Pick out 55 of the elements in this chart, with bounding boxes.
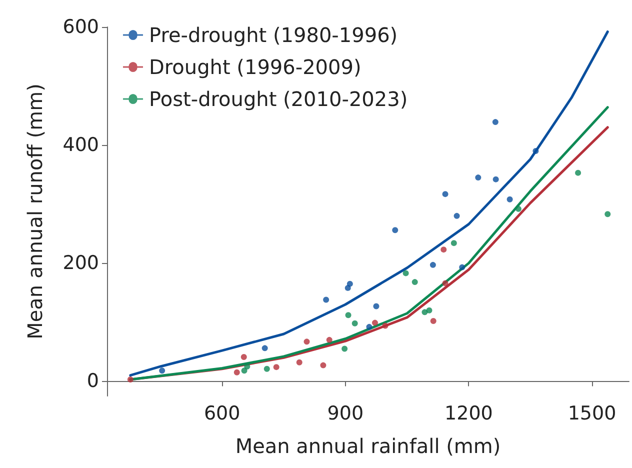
x-tick-label: 1200 — [444, 402, 493, 424]
point — [440, 246, 447, 253]
point — [234, 369, 240, 376]
point — [515, 206, 522, 212]
point — [326, 336, 332, 343]
y-tick-label: 400 — [62, 134, 99, 156]
point — [352, 320, 358, 326]
point — [342, 346, 348, 352]
point — [373, 303, 380, 310]
y-tick-label: 600 — [62, 16, 99, 38]
y-tick-label: 200 — [62, 252, 99, 274]
point — [442, 280, 448, 286]
point — [454, 212, 460, 219]
point — [159, 368, 166, 374]
point — [346, 280, 353, 287]
point — [430, 318, 436, 324]
point — [382, 322, 388, 329]
point — [430, 262, 436, 268]
legend-label: Post-drought (2010-2023) — [149, 87, 408, 111]
point — [492, 119, 498, 126]
legend-label: Drought (1996-2009) — [149, 55, 362, 79]
legend-label: Pre-drought (1980-1996) — [149, 23, 398, 47]
point — [264, 366, 270, 372]
y-tick-label: 0 — [86, 370, 99, 392]
point — [412, 279, 418, 286]
point — [304, 338, 310, 345]
x-tick-label: 1500 — [568, 402, 616, 424]
point — [296, 359, 302, 366]
point — [323, 296, 330, 303]
point — [442, 191, 448, 198]
point — [240, 354, 247, 360]
point — [604, 211, 611, 218]
point — [422, 309, 428, 316]
point — [532, 148, 539, 154]
point — [459, 264, 466, 270]
point — [575, 170, 582, 176]
point — [392, 227, 398, 234]
x-tick-label: 900 — [327, 402, 364, 424]
point — [372, 320, 378, 326]
point — [450, 240, 457, 246]
point — [262, 345, 268, 352]
point — [402, 270, 409, 276]
y-axis-title: Mean annual runoff (mm) — [23, 84, 47, 340]
point — [426, 307, 432, 314]
point — [273, 364, 280, 370]
point — [127, 376, 134, 382]
x-tick-label: 600 — [204, 402, 240, 424]
point — [492, 176, 499, 182]
point — [475, 174, 482, 181]
point — [320, 362, 326, 368]
point — [506, 196, 513, 202]
point — [366, 324, 372, 330]
point — [345, 312, 352, 318]
point — [241, 368, 248, 374]
x-axis-title: Mean annual rainfall (mm) — [235, 434, 501, 458]
